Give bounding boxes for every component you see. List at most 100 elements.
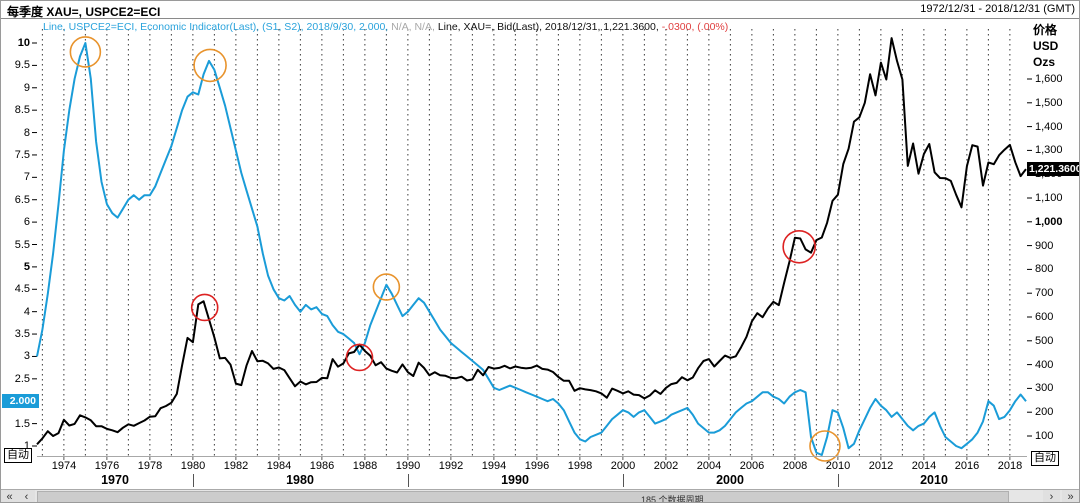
chart-title: 每季度 XAU=, USPCE2=ECI <box>7 5 161 19</box>
left-axis-tick-label: 8 <box>23 127 30 139</box>
legend-segment: Line, XAU=, Bid(Last), 2018/12/31, 1,221… <box>437 21 662 33</box>
legend-segment: Line, USPCE2=ECI, Economic Indicator(Las… <box>43 21 392 33</box>
right-axis-tick-label: 900 <box>1035 240 1054 252</box>
annotation-circle <box>193 48 227 83</box>
annotation-circle <box>69 36 102 68</box>
left-axis-tick-label: 2.5 <box>14 373 30 385</box>
x-axis-year-label: 2010 <box>825 460 851 472</box>
xau-last-price-box: 1,221.3600 <box>1027 162 1079 176</box>
x-axis-year-label: 2014 <box>911 460 937 472</box>
scroll-left-button[interactable]: ‹ <box>18 490 35 502</box>
x-axis-year-label: 2006 <box>739 460 765 472</box>
left-axis-tick-label: 9.5 <box>14 59 30 71</box>
scroll-far-right-button[interactable]: » <box>1062 490 1079 502</box>
x-axis-year-label: 1974 <box>51 460 77 472</box>
right-axis-header: 价格 USD Ozs <box>1033 22 1058 70</box>
x-axis-year-label: 2016 <box>954 460 980 472</box>
right-axis-unit-currency: USD <box>1033 39 1059 53</box>
decade-separator-tick <box>408 474 409 487</box>
right-axis-tick-label: 300 <box>1035 382 1054 394</box>
x-axis-year-label: 1994 <box>481 460 507 472</box>
right-axis-unit-price: 价格 <box>1033 23 1058 37</box>
decade-separator-tick <box>623 474 624 487</box>
left-axis-tick-label: 5 <box>23 261 30 273</box>
legend-segment: N/A, N/A, <box>391 21 438 33</box>
left-axis-tick-label: 1.5 <box>14 418 30 430</box>
right-axis-tick-label: 1,300 <box>1035 144 1063 156</box>
left-axis-tick-label: 8.5 <box>14 104 30 116</box>
date-range: 1972/12/31 - 2018/12/31 (GMT) <box>920 3 1075 15</box>
title-bar: 每季度 XAU=, USPCE2=ECI 1972/12/31 - 2018/1… <box>1 1 1079 19</box>
scroll-right-button[interactable]: › <box>1043 490 1060 502</box>
eci-last-value-box: 2.000 <box>2 394 39 408</box>
decade-separator-tick <box>193 474 194 487</box>
left-axis-tick-label: 4.5 <box>14 283 30 295</box>
right-axis-tick-label: 1,600 <box>1035 73 1063 85</box>
legend-segment: -.0300, (.00%) <box>661 21 729 33</box>
x-axis-year-label: 1982 <box>223 460 249 472</box>
left-axis-tick-label: 6 <box>23 216 30 228</box>
x-axis-year-label: 2002 <box>653 460 679 472</box>
left-axis-tick-label: 7 <box>23 171 30 183</box>
x-axis-year-label: 2008 <box>782 460 808 472</box>
left-axis-tick-label: 7.5 <box>14 149 30 161</box>
x-axis-year-label: 1976 <box>94 460 120 472</box>
left-axis-tick-label: 1 <box>23 440 30 452</box>
x-axis-decade-label: 2000 <box>716 473 744 487</box>
x-axis-year-label: 2004 <box>696 460 722 472</box>
x-axis-year-label: 1986 <box>309 460 335 472</box>
x-axis-year-label: 2000 <box>610 460 636 472</box>
right-axis-tick-label: 1,400 <box>1035 121 1063 133</box>
left-axis-tick-label: 10 <box>17 37 30 49</box>
x-axis-decade-label: 1990 <box>501 473 529 487</box>
series-legend[interactable]: Line, USPCE2=ECI, Economic Indicator(Las… <box>43 21 728 33</box>
right-axis-tick-label: 1,500 <box>1035 97 1063 109</box>
x-axis-decade-label: 2010 <box>920 473 948 487</box>
x-axis-year-label: 2018 <box>997 460 1023 472</box>
right-axis-tick-label: 200 <box>1035 406 1054 418</box>
xau-series-line <box>36 37 1027 445</box>
x-axis-year-label: 1990 <box>395 460 421 472</box>
left-axis-tick-label: 4 <box>23 306 30 318</box>
x-axis-year-label: 1988 <box>352 460 378 472</box>
left-axis-tick-label: 5.5 <box>14 239 30 251</box>
annotation-circle <box>372 273 401 301</box>
eci-series-line <box>36 42 1027 456</box>
left-axis-tick-label: 6.5 <box>14 194 30 206</box>
x-axis-baseline <box>37 456 1027 457</box>
right-axis-tick-label: 1,000 <box>1035 216 1063 228</box>
right-axis-tick-label: 100 <box>1035 430 1054 442</box>
x-axis-decade-label: 1980 <box>286 473 314 487</box>
left-axis-tick-label: 9 <box>23 82 30 94</box>
right-axis-unit-weight: Ozs <box>1033 55 1056 69</box>
left-axis-tick-label: 3.5 <box>14 328 30 340</box>
data-period-count-label: 185 个数据周期 <box>641 495 704 503</box>
x-axis-year-label: 1984 <box>266 460 292 472</box>
x-axis-year-label: 1996 <box>524 460 550 472</box>
left-axis-tick-label: 3 <box>23 350 30 362</box>
right-axis-auto-button[interactable]: 自动 <box>1031 451 1059 466</box>
right-axis-tick-label: 800 <box>1035 263 1054 275</box>
annotation-circle <box>782 229 816 264</box>
x-axis-year-label: 2012 <box>868 460 894 472</box>
x-axis-year-label: 1978 <box>137 460 163 472</box>
right-axis-tick-label: 700 <box>1035 287 1054 299</box>
x-axis-decade-label: 1970 <box>101 473 129 487</box>
annotation-circle <box>190 293 219 322</box>
right-axis-tick-label: 600 <box>1035 311 1054 323</box>
right-axis-tick-label: 500 <box>1035 335 1054 347</box>
right-axis-tick-label: 1,100 <box>1035 192 1063 204</box>
annotation-circle <box>809 430 841 462</box>
right-axis-tick-label: 400 <box>1035 359 1054 371</box>
decade-separator-tick <box>838 474 839 487</box>
left-axis-auto-button[interactable]: 自动 <box>4 448 32 463</box>
x-axis-year-label: 1998 <box>567 460 593 472</box>
horizontal-scrollbar[interactable]: « ‹ 185 个数据周期 › » <box>1 489 1079 503</box>
scroll-far-left-button[interactable]: « <box>1 490 18 502</box>
x-axis-year-label: 1980 <box>180 460 206 472</box>
x-axis-year-label: 1992 <box>438 460 464 472</box>
scrollbar-thumb[interactable] <box>37 491 1009 502</box>
annotation-circle <box>345 343 374 372</box>
